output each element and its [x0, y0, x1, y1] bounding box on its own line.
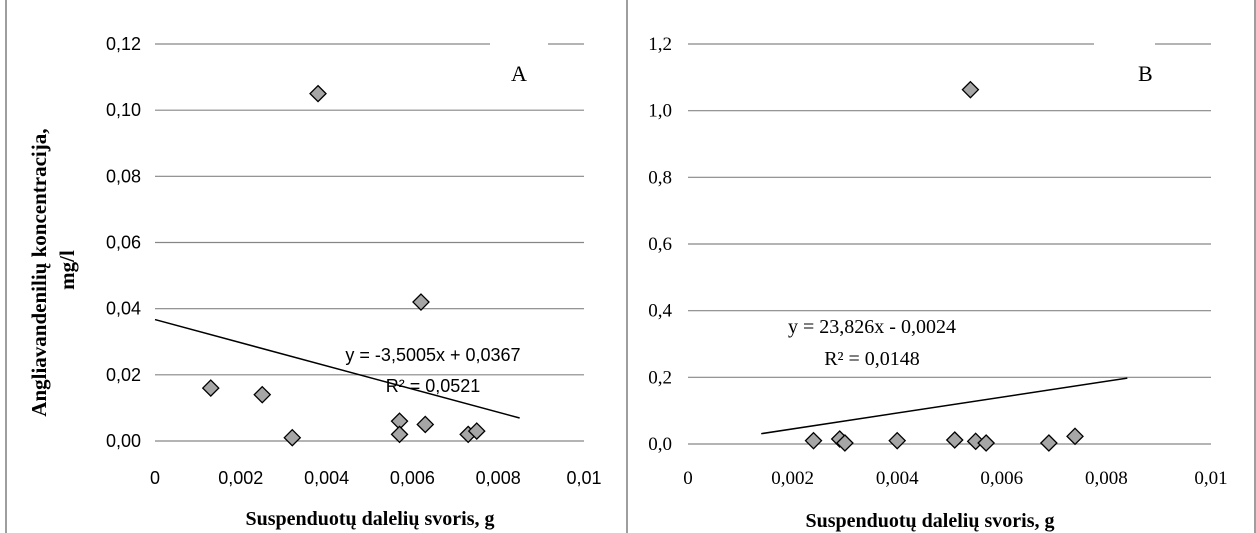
trend-r2-b: R² = 0,0148 — [824, 348, 920, 370]
data-point — [977, 434, 996, 452]
y-axis-label-a: Angliavandenilių koncentracija, mg/l — [27, 123, 79, 416]
y-tick-label: 0,06 — [106, 233, 141, 253]
trendline-a — [154, 318, 520, 419]
x-tick-label: 0,004 — [304, 468, 349, 488]
data-point — [888, 431, 907, 450]
data-point — [309, 84, 327, 103]
x-tick-label: 0,002 — [218, 468, 263, 488]
x-tick-labels-b: 0 0,002 0,004 0,006 0,008 0,01 — [683, 468, 1227, 489]
y-axis-label-line2: mg/l — [55, 250, 79, 290]
data-point — [835, 434, 854, 452]
gridlines-a — [155, 43, 584, 442]
x-tick-label: 0 — [150, 468, 160, 488]
x-tick-label: 0,002 — [771, 468, 814, 489]
panel-label-a: A — [511, 61, 527, 86]
y-tick-label: 0,4 — [648, 301, 672, 322]
y-tick-label: 0,02 — [106, 365, 141, 385]
y-tick-label: 0,12 — [106, 34, 141, 54]
data-point — [804, 431, 823, 450]
trendline-b — [761, 377, 1128, 435]
figure-frame — [5, 0, 1256, 533]
x-axis-label-b: Suspenduotų dalelių svoris, g — [806, 510, 1055, 532]
data-point — [390, 425, 409, 444]
y-tick-label: 0,8 — [648, 167, 672, 188]
y-tick-labels-b: 0,0 0,2 0,4 0,6 0,8 1,0 1,2 — [648, 34, 672, 455]
x-tick-label: 0,006 — [980, 468, 1023, 489]
trend-equation-b: y = 23,826x - 0,0024 — [788, 316, 956, 338]
x-axis-label-a: Suspenduotų dalelių svoris, g — [246, 508, 495, 530]
chart-panel-a: 0,00 0,02 0,04 0,06 0,08 0,10 0,12 0 0,002 0,004… — [27, 34, 602, 530]
y-tick-label: 0,6 — [648, 234, 672, 255]
data-point — [416, 415, 435, 434]
y-tick-label: 0,10 — [106, 100, 141, 120]
x-tick-label: 0,01 — [1194, 468, 1227, 489]
data-point — [283, 428, 302, 447]
data-point — [945, 431, 964, 449]
y-tick-label: 1,0 — [648, 101, 672, 122]
data-point — [201, 379, 220, 397]
x-tick-label: 0 — [683, 468, 693, 489]
panel-label-b: B — [1138, 61, 1153, 86]
y-tick-label: 0,2 — [648, 367, 672, 388]
data-point — [961, 80, 980, 99]
x-tick-label: 0,008 — [476, 468, 521, 488]
gridlines-b — [688, 43, 1211, 445]
data-points-a — [201, 84, 486, 447]
data-point — [467, 422, 486, 440]
y-tick-label: 0,00 — [106, 431, 141, 451]
y-tick-label: 0,04 — [106, 299, 141, 319]
y-tick-label: 0,08 — [106, 166, 141, 186]
trend-r2-a: R² = 0,0521 — [386, 376, 481, 396]
data-point — [1066, 427, 1084, 446]
data-point — [412, 293, 430, 311]
data-point — [1039, 434, 1058, 452]
chart-panel-b: 0,0 0,2 0,4 0,6 0,8 1,0 1,2 0 0,002 0,004 0,006 0,… — [648, 34, 1227, 532]
x-tick-label: 0,006 — [390, 468, 435, 488]
data-points-b — [804, 80, 1084, 452]
y-tick-label: 1,2 — [648, 34, 672, 55]
x-tick-label: 0,01 — [566, 468, 601, 488]
y-tick-labels-a: 0,00 0,02 0,04 0,06 0,08 0,10 0,12 — [106, 34, 141, 451]
x-tick-label: 0,008 — [1085, 468, 1128, 489]
y-tick-label: 0,0 — [648, 434, 672, 455]
y-axis-label-line1: Angliavandenilių koncentracija, — [27, 129, 51, 417]
data-point — [253, 385, 272, 404]
x-tick-labels-a: 0 0,002 0,004 0,006 0,008 0,01 — [150, 468, 602, 488]
x-tick-label: 0,004 — [876, 468, 919, 489]
trend-equation-a: y = -3,5005x + 0,0367 — [345, 345, 520, 365]
